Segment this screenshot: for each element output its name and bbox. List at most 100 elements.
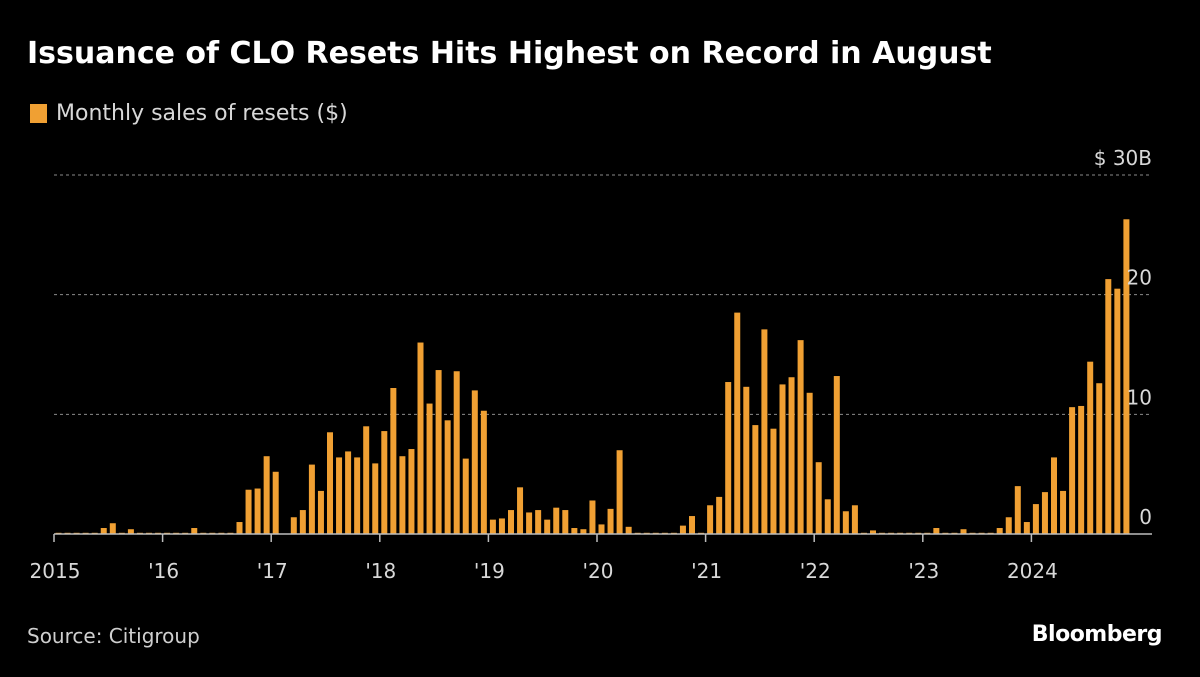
x-tick-label-'22: '22 (800, 559, 831, 583)
bar-77 (752, 425, 759, 534)
bar-55 (553, 507, 560, 534)
x-tick-label-'18: '18 (365, 559, 396, 583)
bar-51 (517, 487, 524, 534)
bar-74 (725, 382, 732, 534)
bar-54 (544, 519, 551, 534)
bar-114 (1087, 361, 1094, 534)
y-tick-label-20: 20 (1127, 266, 1152, 290)
source-note: Source: Citigroup (27, 624, 200, 648)
bar-110 (1051, 457, 1057, 534)
bar-79 (770, 428, 777, 534)
x-tick-label-'20: '20 (583, 559, 614, 583)
bar-6 (109, 523, 116, 534)
bar-88 (851, 505, 858, 534)
bar-58 (580, 529, 587, 534)
bar-47 (480, 410, 487, 534)
bar-21 (245, 489, 252, 534)
bar-82 (797, 340, 804, 534)
bar-90 (870, 530, 876, 534)
y-tick-label-30: $ 30B (1094, 146, 1152, 170)
x-tick-label-'16: '16 (148, 559, 179, 583)
bar-31 (336, 457, 343, 534)
bar-27 (299, 510, 306, 534)
bar-63 (625, 526, 632, 534)
bar-97 (933, 528, 940, 534)
bar-70 (689, 516, 695, 534)
bar-81 (788, 377, 795, 534)
bars (55, 219, 1130, 534)
bar-117 (1114, 288, 1121, 534)
bar-44 (453, 371, 460, 534)
bar-35 (372, 463, 379, 534)
bar-62 (616, 450, 623, 534)
bar-20 (236, 522, 243, 534)
bar-42 (435, 370, 442, 534)
bar-34 (363, 426, 370, 534)
bar-87 (842, 511, 849, 534)
bar-108 (1032, 504, 1039, 534)
bar-100 (960, 529, 967, 534)
bar-45 (462, 458, 469, 534)
bar-37 (390, 388, 397, 534)
legend-label: Monthly sales of resets ($) (56, 101, 348, 126)
x-tick-label-'23: '23 (908, 559, 939, 583)
bar-84 (815, 462, 822, 534)
bar-107 (1023, 522, 1030, 534)
y-tick-labels: $ 30B 20 10 0 (1094, 146, 1152, 529)
bar-32 (345, 451, 352, 534)
bar-59 (589, 500, 596, 534)
bar-46 (471, 390, 478, 534)
bar-22 (254, 488, 261, 534)
bar-30 (327, 432, 333, 534)
bar-38 (399, 456, 406, 534)
bar-8 (127, 529, 134, 534)
bar-33 (354, 457, 361, 534)
bar-53 (535, 510, 542, 534)
grid-lines (54, 174, 1152, 415)
bar-86 (833, 376, 840, 534)
bar-73 (716, 496, 723, 534)
bar-56 (562, 510, 569, 534)
bar-24 (272, 471, 279, 534)
bar-106 (1014, 486, 1021, 534)
bar-29 (317, 490, 324, 534)
bar-60 (598, 524, 605, 534)
bar-76 (743, 386, 750, 534)
bar-23 (263, 456, 270, 534)
bar-80 (779, 384, 786, 534)
bar-112 (1069, 407, 1076, 534)
bar-57 (571, 528, 578, 534)
bar-111 (1060, 490, 1067, 534)
bar-69 (679, 525, 686, 534)
bar-52 (526, 512, 533, 534)
legend-swatch (30, 104, 47, 123)
bar-75 (734, 312, 741, 534)
bar-78 (761, 329, 768, 534)
x-axis (53, 533, 1152, 542)
bar-5 (100, 528, 107, 534)
bar-28 (308, 464, 315, 534)
x-tick-labels: 2015 '16 '17 '18 '19 '20 '21 '22 '23 2024 (30, 559, 1058, 583)
x-tick-label-'17: '17 (257, 559, 288, 583)
bar-49 (498, 518, 505, 534)
bar-15 (191, 528, 198, 534)
bar-83 (806, 392, 813, 534)
bar-105 (1005, 517, 1012, 534)
bar-61 (607, 508, 614, 534)
bar-26 (290, 517, 297, 534)
bar-104 (996, 528, 1003, 534)
y-tick-label-10: 10 (1127, 385, 1152, 409)
bar-118 (1123, 219, 1130, 534)
chart-title: Issuance of CLO Resets Hits Highest on R… (27, 36, 992, 71)
bar-40 (417, 342, 424, 534)
bloomberg-logo: Bloomberg (1031, 622, 1163, 647)
bar-116 (1105, 279, 1112, 534)
bar-39 (408, 449, 415, 534)
y-tick-label-0: 0 (1139, 505, 1152, 529)
bar-50 (508, 510, 514, 534)
bar-109 (1041, 492, 1048, 534)
bar-41 (426, 403, 433, 534)
bar-85 (824, 499, 831, 534)
bar-43 (444, 420, 451, 534)
